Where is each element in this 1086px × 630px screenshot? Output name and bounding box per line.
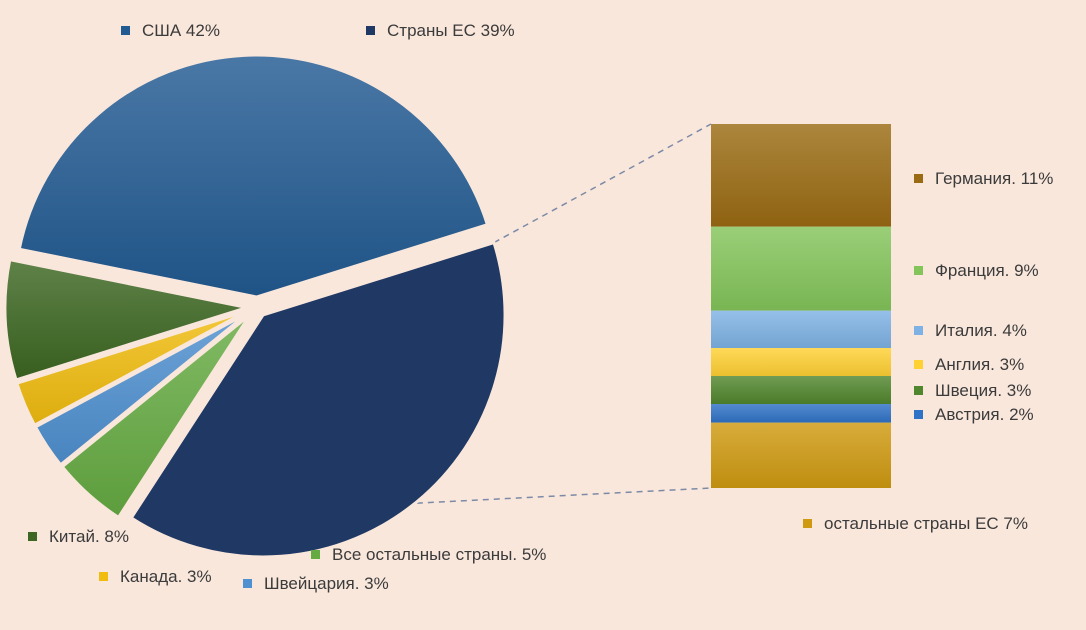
connector-line-bottom bbox=[131, 487, 712, 519]
label-text-swiss: Швейцария. 3% bbox=[264, 574, 389, 593]
bar-segment-england bbox=[711, 348, 891, 376]
label-eu: Страны ЕС 39% bbox=[366, 21, 515, 40]
label-text-italy: Италия. 4% bbox=[935, 321, 1027, 340]
label-sweden: Швеция. 3% bbox=[914, 381, 1031, 400]
bar-segment-sweden bbox=[711, 376, 891, 404]
label-text-germany: Германия. 11% bbox=[935, 169, 1053, 188]
label-text-france: Франция. 9% bbox=[935, 261, 1039, 280]
label-text-usa: США 42% bbox=[142, 21, 220, 40]
legend-marker-canada bbox=[99, 572, 108, 581]
label-austria: Австрия. 2% bbox=[914, 405, 1034, 424]
bar-segment-germany bbox=[711, 124, 891, 227]
legend-marker-sweden bbox=[914, 386, 923, 395]
label-china: Китай. 8% bbox=[28, 527, 129, 546]
label-usa: США 42% bbox=[121, 21, 220, 40]
label-rest_eu: остальные страны ЕС 7% bbox=[803, 514, 1028, 533]
label-text-other: Все остальные страны. 5% bbox=[332, 545, 546, 564]
label-swiss: Швейцария. 3% bbox=[243, 574, 389, 593]
pie-slice-swiss bbox=[33, 311, 250, 467]
legend-marker-other bbox=[311, 550, 320, 559]
label-text-austria: Австрия. 2% bbox=[935, 405, 1034, 424]
eu-breakdown-bar bbox=[711, 124, 891, 488]
legend-marker-china bbox=[28, 532, 37, 541]
label-england: Англия. 3% bbox=[914, 355, 1024, 374]
pie-slices bbox=[3, 53, 507, 559]
connector-lines bbox=[131, 123, 712, 519]
label-germany: Германия. 11% bbox=[914, 169, 1053, 188]
label-text-eu: Страны ЕС 39% bbox=[387, 21, 515, 40]
legend-marker-germany bbox=[914, 174, 923, 183]
label-text-rest_eu: остальные страны ЕС 7% bbox=[824, 514, 1028, 533]
label-text-england: Англия. 3% bbox=[935, 355, 1024, 374]
legend-marker-rest_eu bbox=[803, 519, 812, 528]
bar-segment-rest_eu bbox=[711, 422, 891, 488]
legend-marker-usa bbox=[121, 26, 130, 35]
label-france: Франция. 9% bbox=[914, 261, 1039, 280]
label-text-canada: Канада. 3% bbox=[120, 567, 212, 586]
label-italy: Италия. 4% bbox=[914, 321, 1027, 340]
legend-marker-austria bbox=[914, 410, 923, 419]
legend-marker-eu bbox=[366, 26, 375, 35]
bar-segment-italy bbox=[711, 310, 891, 348]
pie-slice-canada bbox=[14, 309, 249, 428]
label-canada: Канада. 3% bbox=[99, 567, 212, 586]
legend-marker-italy bbox=[914, 326, 923, 335]
bar-segment-france bbox=[711, 226, 891, 311]
pie-slice-china bbox=[3, 257, 248, 382]
legend-marker-swiss bbox=[243, 579, 252, 588]
legend: США 42% Страны ЕС 39% Все остальные страны… bbox=[28, 21, 1053, 593]
label-other: Все остальные страны. 5% bbox=[311, 545, 546, 564]
label-text-sweden: Швеция. 3% bbox=[935, 381, 1031, 400]
legend-marker-france bbox=[914, 266, 923, 275]
bar-segment-austria bbox=[711, 404, 891, 423]
pie-slice-eu bbox=[129, 240, 507, 559]
legend-marker-england bbox=[914, 360, 923, 369]
connector-line-top bbox=[493, 123, 712, 244]
label-text-china: Китай. 8% bbox=[49, 527, 129, 546]
pie-slice-other bbox=[60, 313, 252, 520]
pie-slice-usa bbox=[17, 53, 490, 299]
